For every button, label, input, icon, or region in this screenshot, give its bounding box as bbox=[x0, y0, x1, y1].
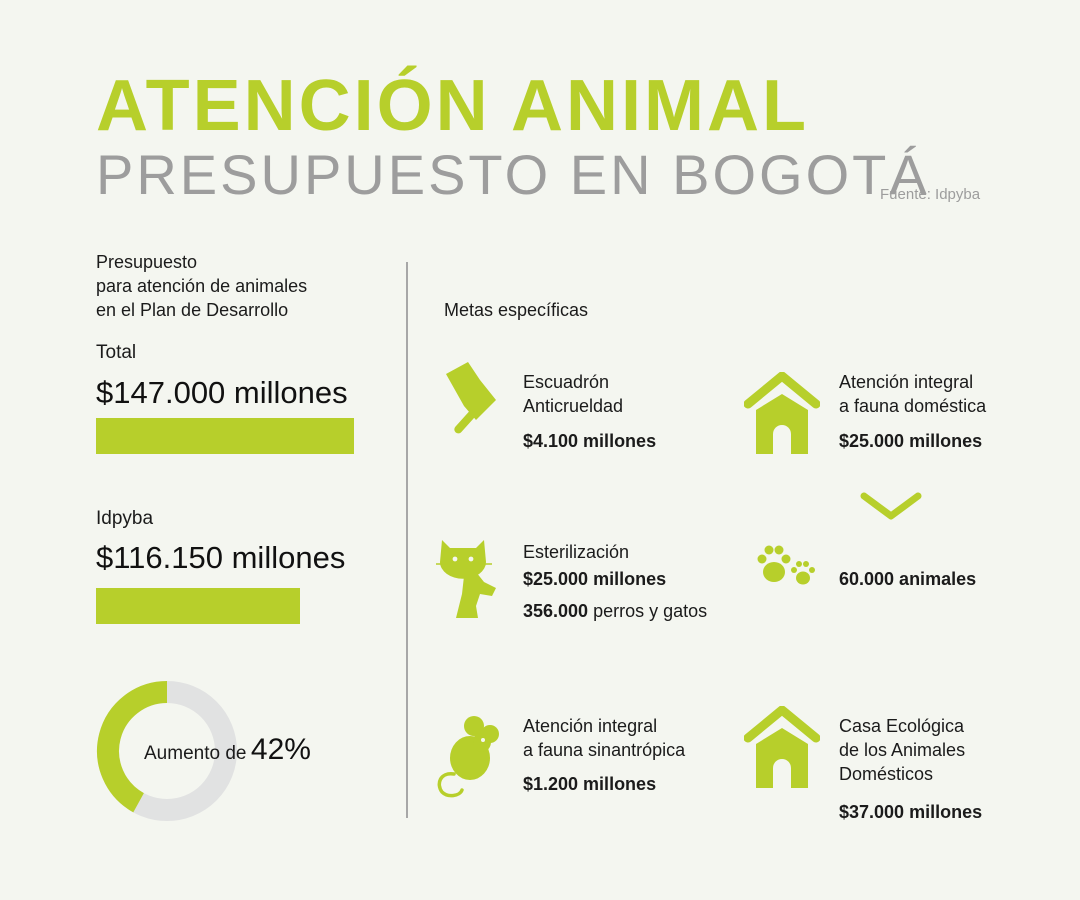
page-subtitle: PRESUPUESTO EN BOGOTÁ bbox=[96, 143, 930, 206]
meta-item-label: Escuadrón Anticrueldad bbox=[523, 370, 623, 418]
increase-donut-chart bbox=[97, 681, 237, 821]
column-divider bbox=[406, 262, 408, 818]
budget-heading-line: Presupuesto bbox=[96, 252, 198, 272]
meta-item-label: Atención integral a fauna sinantrópica bbox=[523, 714, 685, 762]
mouse-icon bbox=[437, 716, 499, 798]
doghouse-icon bbox=[744, 372, 820, 454]
meta-label-line: de los Animales bbox=[839, 740, 966, 760]
budget-heading-line: para atención de animales bbox=[96, 276, 308, 296]
meta-label-line: a fauna sinantrópica bbox=[523, 740, 686, 760]
meta-item-value: $4.100 millones bbox=[523, 431, 657, 451]
paw-icon bbox=[757, 545, 815, 585]
meta-extra-number: 356.000 bbox=[523, 601, 589, 621]
meta-item-label: Esterilización bbox=[523, 540, 629, 564]
meta-label-line: Esterilización bbox=[523, 542, 630, 562]
meta-label-line: Domésticos bbox=[839, 764, 934, 784]
metas-heading: Metas específicas bbox=[444, 300, 589, 320]
cat-dog-icon bbox=[436, 540, 496, 618]
shield-icon bbox=[446, 362, 496, 434]
chevron-down-icon bbox=[860, 492, 922, 520]
meta-label-line: Anticrueldad bbox=[523, 396, 624, 416]
meta-label-line: a fauna doméstica bbox=[839, 396, 987, 416]
meta-item-value: $1.200 millones bbox=[523, 774, 657, 794]
meta-label-line: Escuadrón bbox=[523, 372, 610, 392]
meta-label-line: Casa Ecológica bbox=[839, 716, 965, 736]
source-note: Fuente: Idpyba bbox=[880, 186, 981, 203]
meta-extra-text: perros y gatos bbox=[588, 601, 708, 621]
total-value: $147.000 millones bbox=[96, 375, 348, 410]
donut-caption: Aumento de 42% bbox=[144, 733, 311, 767]
meta-item-extra: 356.000 perros y gatos bbox=[523, 599, 707, 623]
meta-item-value: $25.000 millones bbox=[523, 569, 667, 589]
idpyba-bar bbox=[96, 588, 300, 624]
total-bar bbox=[96, 418, 354, 454]
meta-label-line: Atención integral bbox=[839, 372, 974, 392]
budget-heading: Presupuesto para atención de animales en… bbox=[96, 250, 396, 322]
meta-item-label: Atención integral a fauna doméstica bbox=[839, 370, 986, 418]
total-label: Total bbox=[96, 342, 137, 363]
meta-item-value: 60.000 animales bbox=[839, 569, 977, 589]
donut-prefix: Aumento de bbox=[144, 743, 247, 764]
donut-slice-aumento bbox=[97, 681, 168, 813]
page-title: ATENCIÓN ANIMAL bbox=[96, 66, 809, 146]
meta-label-line: Atención integral bbox=[523, 716, 658, 736]
house-icon bbox=[744, 706, 820, 788]
idpyba-label: Idpyba bbox=[96, 508, 154, 529]
meta-item-label: Casa Ecológica de los Animales Doméstico… bbox=[839, 714, 965, 786]
meta-item-value: $25.000 millones bbox=[839, 431, 983, 451]
idpyba-value: $116.150 millones bbox=[96, 540, 346, 575]
budget-heading-line: en el Plan de Desarrollo bbox=[96, 300, 289, 320]
meta-item-value: $37.000 millones bbox=[839, 802, 983, 822]
donut-percent: 42% bbox=[250, 733, 311, 766]
